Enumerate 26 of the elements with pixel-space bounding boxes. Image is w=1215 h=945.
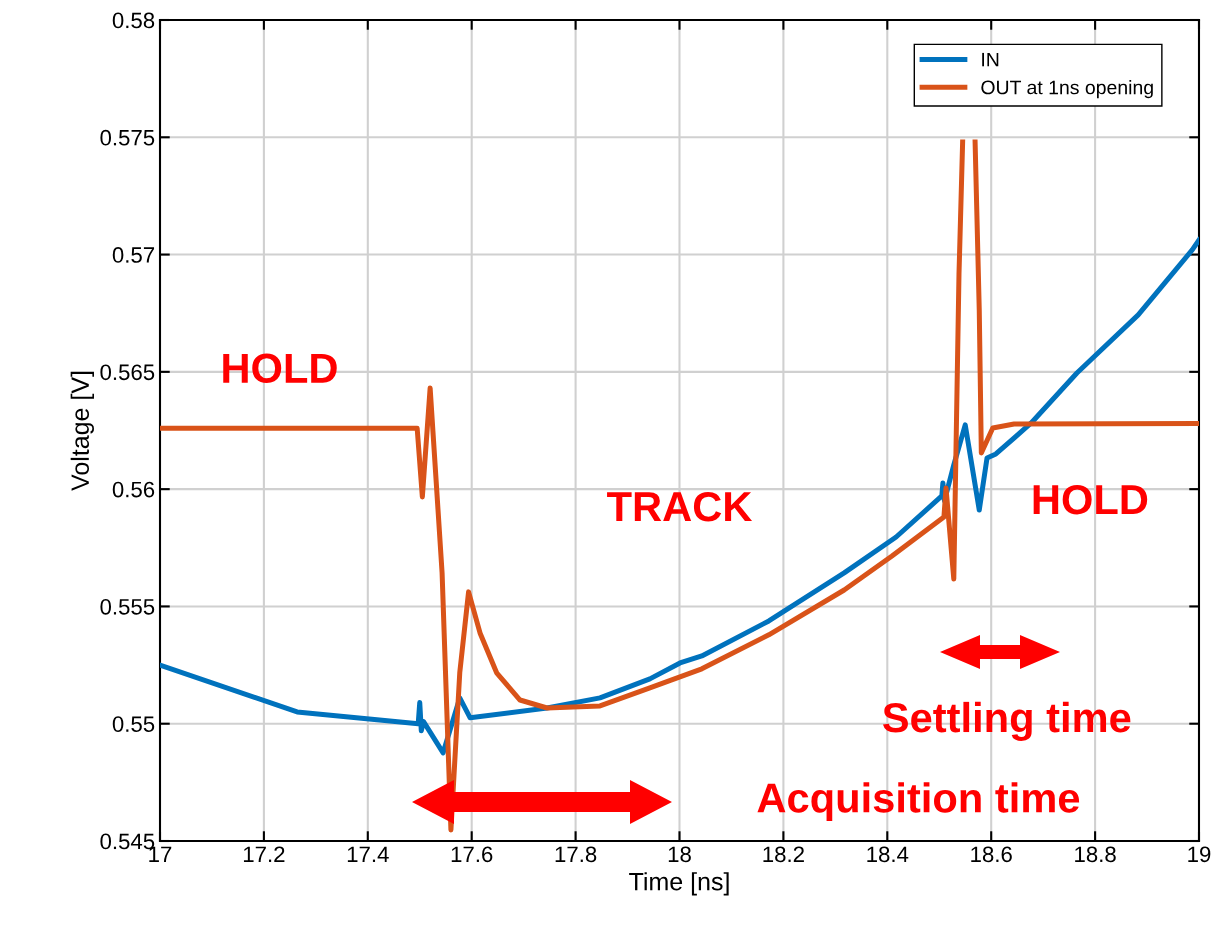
x-tick-label: 17.2 <box>243 846 285 862</box>
x-tick-label: 17.8 <box>555 846 597 863</box>
y-tick-label: 0.565 <box>100 364 155 381</box>
legend-label: OUT at 1ns opening <box>981 80 1153 99</box>
y-tick-label: 0.555 <box>100 598 155 615</box>
y-tick-label: 0.55 <box>112 716 155 732</box>
x-tick-label: 18.4 <box>867 846 909 863</box>
legend-label: IN <box>982 52 999 67</box>
annotation: Acquisition time <box>757 782 1080 822</box>
y-tick-label: 0.575 <box>100 129 155 146</box>
x-tick-label: 18 <box>668 846 691 863</box>
x-tick-label: 17.4 <box>347 846 389 862</box>
y-tick-label: 0.57 <box>112 247 155 263</box>
x-tick-label: 19 <box>1188 846 1211 863</box>
annotation: HOLD <box>223 353 337 384</box>
x-tick-label: 17.6 <box>451 846 493 863</box>
annotation: TRACK <box>607 491 753 522</box>
x-tick-label: 18.8 <box>1075 846 1116 863</box>
annotation: Settling time <box>882 701 1131 741</box>
x-tick-label: 18.2 <box>763 846 804 863</box>
y-tick-label: 0.58 <box>112 12 155 29</box>
annotation: HOLD <box>1033 484 1148 515</box>
y-tick-label: 0.56 <box>112 481 155 498</box>
x-axis-title: Time [ns] <box>629 872 729 896</box>
x-tick-label: 18.6 <box>971 846 1012 863</box>
y-axis-title: Voltage [V] <box>70 371 94 491</box>
